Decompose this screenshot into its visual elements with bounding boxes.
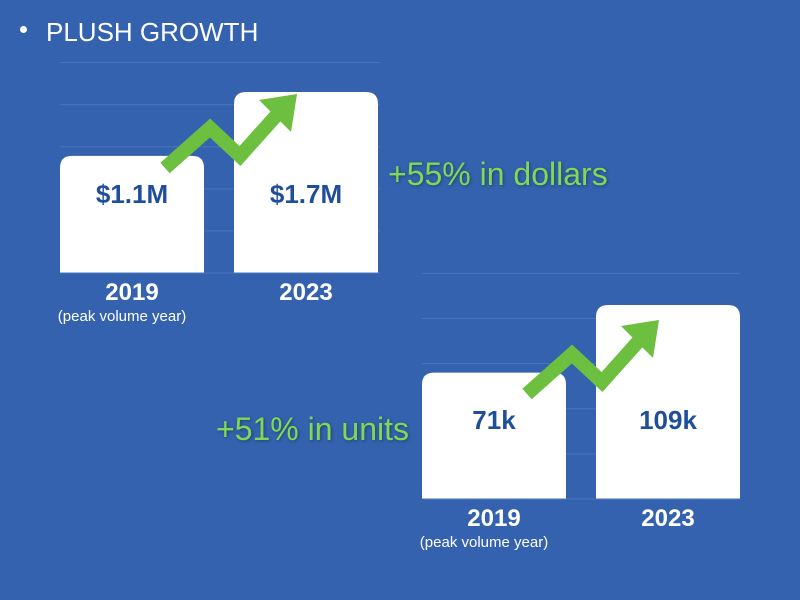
bar-value-label-dollars: $1.1M	[96, 179, 168, 209]
category-label-units: 2019	[467, 505, 520, 532]
trend-arrowhead-dollars	[259, 94, 297, 132]
growth-label-dollars: +55% in dollars	[388, 156, 608, 192]
trend-arrow-units	[522, 329, 651, 400]
trend-arrow-dollars	[160, 103, 289, 174]
bullet-dot	[20, 26, 27, 33]
bar-dollars-2023	[234, 92, 378, 273]
category-label-dollars: 2019	[105, 279, 158, 306]
bar-units-2023	[596, 305, 740, 499]
bar-value-label-dollars: $1.7M	[270, 179, 342, 209]
bar-dollars-2019	[60, 155, 204, 273]
bar-value-label-units: 109k	[639, 405, 697, 435]
category-label-dollars: 2023	[279, 279, 332, 306]
bar-value-label-units: 71k	[472, 405, 516, 435]
category-note-dollars: (peak volume year)	[58, 308, 186, 325]
growth-label-units: +51% in units	[216, 411, 410, 447]
category-label-units: 2023	[641, 505, 694, 532]
category-note-units: (peak volume year)	[420, 534, 548, 551]
bar-units-2019	[422, 372, 566, 499]
trend-arrowhead-units	[621, 320, 659, 358]
page-title: PLUSH GROWTH	[46, 17, 259, 47]
